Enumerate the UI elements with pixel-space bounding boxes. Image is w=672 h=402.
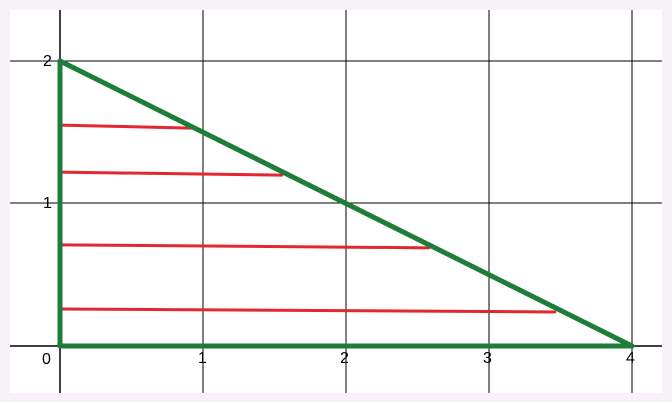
plot-panel	[10, 10, 662, 393]
slice-line-1	[58, 123, 194, 130]
y-tick-label-1: 1	[43, 195, 52, 212]
x-tick-label-4: 4	[626, 350, 635, 367]
triangle	[57, 58, 635, 349]
y-tick-label-2: 2	[43, 53, 52, 70]
x-tick-label-0: 0	[42, 351, 51, 368]
horizontal-slices	[58, 123, 557, 314]
tick-labels: 0 1 2 3 4 1 2	[42, 53, 635, 368]
slice-line-3	[58, 243, 431, 250]
x-tick-label-2: 2	[340, 350, 349, 367]
x-tick-label-1: 1	[198, 350, 207, 367]
triangle-hypotenuse-edge	[57, 58, 635, 349]
slice-line-2	[58, 170, 284, 177]
x-tick-label-3: 3	[483, 350, 492, 367]
grid	[10, 10, 662, 393]
slice-line-4	[58, 307, 557, 314]
